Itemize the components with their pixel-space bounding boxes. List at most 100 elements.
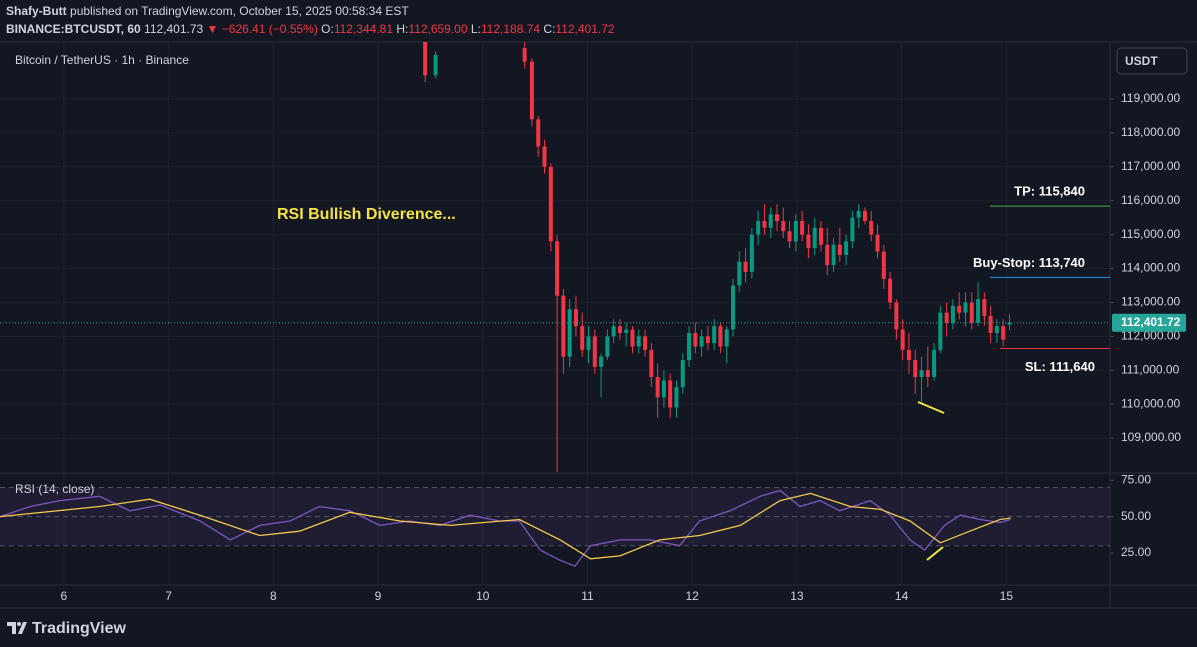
overlay: 6 7 8 9 10 11 12 13 14 15 109,000.00 110,000.00 111,…: [15, 53, 1186, 603]
y-tick-label: 110,000.00: [1121, 396, 1180, 410]
candle-body: [800, 221, 805, 235]
candle-body: [925, 370, 930, 378]
y-tick-label: 114,000.00: [1121, 261, 1180, 275]
candle-body: [806, 234, 811, 249]
y-tick-label: 113,000.00: [1121, 295, 1180, 309]
y-tick-label: 117,000.00: [1121, 159, 1180, 173]
candle-body: [950, 305, 955, 323]
rsi-line: [0, 489, 1011, 567]
candle-body: [957, 305, 962, 313]
candle-body: [668, 380, 673, 408]
candle-body: [787, 231, 792, 242]
candle-body: [919, 370, 924, 378]
candle-body: [825, 244, 830, 266]
candle-body: [781, 221, 786, 232]
ohlc-key: H:: [396, 22, 408, 36]
level-label: Buy-Stop: 113,740: [973, 255, 1085, 270]
y-tick-label: 119,000.00: [1121, 91, 1180, 105]
candle-body: [856, 210, 861, 218]
candle-body: [982, 299, 987, 316]
y-tick-label: 115,000.00: [1121, 227, 1180, 241]
candle-body: [542, 146, 547, 167]
ohlc-key: O:: [321, 22, 334, 36]
annotation: RSI Bullish Diverence...: [277, 206, 456, 223]
candle-body: [624, 329, 629, 333]
pane-title: RSI (14, close): [15, 482, 94, 496]
x-tick-label: 15: [1000, 589, 1014, 603]
candle-body: [649, 349, 654, 378]
candle-body: [693, 332, 698, 347]
last: 112,401.73: [144, 22, 203, 36]
candle-body: [944, 312, 949, 323]
candle-body: [938, 312, 943, 350]
candle-body: [875, 234, 880, 252]
y-tick-label: 109,000.00: [1121, 430, 1181, 444]
ohlc-value: 112,344.81: [334, 22, 393, 36]
candle-body: [768, 214, 773, 228]
candle-body: [712, 326, 717, 344]
ohlc-value: 112,659.00: [408, 22, 467, 36]
x-tick-label: 8: [270, 589, 277, 603]
y-tick-label: 75.00: [1121, 472, 1151, 486]
candle-body: [963, 302, 968, 313]
candle-body: [913, 360, 918, 378]
ohlc-value: 112,188.74: [481, 22, 540, 36]
candle-body: [586, 336, 591, 350]
candle-body: [687, 332, 692, 361]
candle-body: [699, 336, 704, 347]
candle-body: [743, 261, 748, 272]
y-tick-label: 112,000.00: [1121, 329, 1180, 343]
candle-body: [567, 309, 572, 357]
candle-body: [812, 227, 817, 249]
rsi-pane: [0, 473, 1110, 585]
last-price-label: 112,401.72: [1121, 315, 1181, 329]
header-line: Shafy-Butt published on TradingView.com,…: [6, 4, 409, 18]
brand: TradingView: [32, 620, 127, 637]
candle-body: [433, 54, 438, 76]
candle-body: [881, 251, 886, 279]
candle-body: [718, 326, 723, 347]
candle-body: [837, 244, 842, 255]
candle-body: [617, 326, 622, 333]
last-price-box: [1112, 313, 1186, 332]
price-pane: [0, 42, 1110, 473]
candle-body: [630, 329, 635, 347]
x-tick-label: 6: [61, 589, 68, 603]
candle-body: [862, 210, 867, 222]
candle-body: [611, 326, 616, 337]
ohlc-key: L:: [471, 22, 481, 36]
candle-body: [894, 302, 899, 330]
symbol-line: BINANCE:BTCUSDT, 60 112,401.73 ▼ −626.41…: [6, 22, 615, 36]
y-tick-label: 116,000.00: [1121, 193, 1180, 207]
ohlc-key: C:: [543, 22, 555, 36]
pane-title: Bitcoin / TetherUS · 1h · Binance: [15, 53, 189, 67]
candle-body: [1007, 322, 1012, 325]
x-tick-label: 9: [375, 589, 382, 603]
candle-body: [906, 349, 911, 361]
candle-body: [555, 241, 560, 296]
brand-logo: [7, 622, 27, 634]
currency-button[interactable]: [1116, 47, 1188, 75]
candle-body: [536, 119, 541, 147]
candle-body: [994, 326, 999, 333]
x-tick-label: 7: [165, 589, 172, 603]
currency[interactable]: USDT: [1125, 54, 1158, 68]
y-tick-label: 118,000.00: [1121, 125, 1180, 139]
candle-body: [580, 326, 585, 350]
candle-body: [888, 278, 893, 303]
logo-dot: [17, 622, 21, 626]
x-tick-label: 10: [476, 589, 490, 603]
candle-body: [731, 285, 736, 330]
candle-body: [932, 349, 937, 378]
x-tick-label: 12: [685, 589, 699, 603]
trend-line: [926, 546, 944, 561]
candle-body: [737, 261, 742, 286]
candle-body: [674, 387, 679, 408]
candle-body: [522, 48, 527, 62]
candle-body: [680, 360, 685, 388]
candle-body: [724, 329, 729, 347]
candle-body: [869, 221, 874, 235]
x-tick-label: 11: [581, 589, 594, 603]
